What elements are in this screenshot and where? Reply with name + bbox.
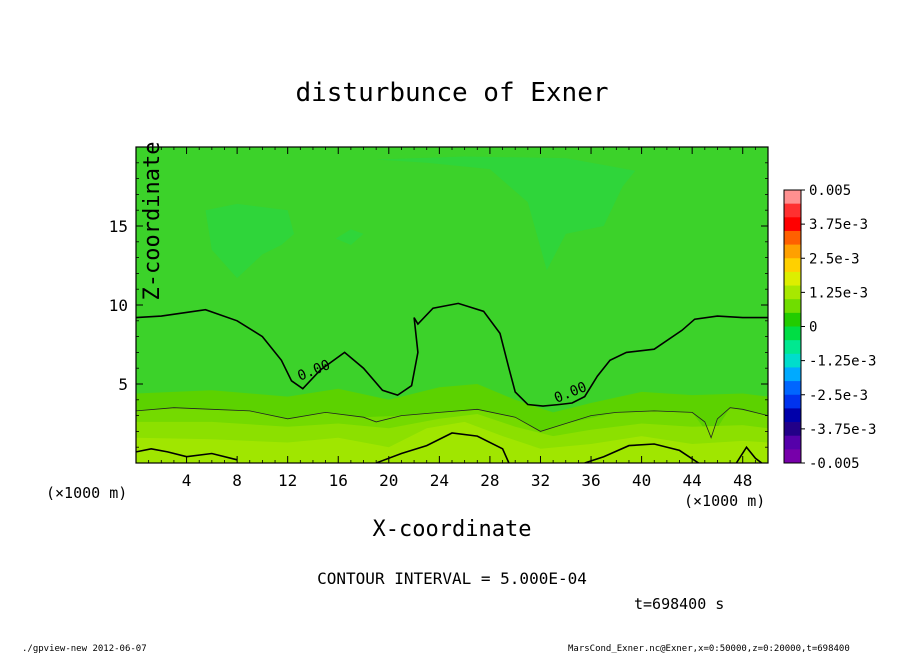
colorbar-swatch xyxy=(784,271,801,286)
colorbar-swatch xyxy=(784,217,801,232)
colorbar-swatch xyxy=(784,408,801,423)
bottom-contour-line-3 xyxy=(735,445,763,463)
y-axis-unit: (×1000 m) xyxy=(46,484,127,502)
footer-left-note: ./gpview-new 2012-06-07 xyxy=(22,644,147,654)
x-tick-label: 24 xyxy=(430,471,449,490)
x-tick-label: 32 xyxy=(531,471,550,490)
colorbar-label: 0.005 xyxy=(809,183,851,199)
x-tick-label: 8 xyxy=(232,471,242,490)
bottom-contour-line-0 xyxy=(136,447,238,461)
inner-contour-line xyxy=(136,407,768,439)
chart-title: disturbunce of Exner xyxy=(295,78,608,108)
y-axis-ticks: 5 10 15 xyxy=(109,162,768,448)
colorbar-label: -0.005 xyxy=(809,456,860,472)
y-tick-label: 15 xyxy=(109,217,128,236)
colorbar-swatch xyxy=(784,367,801,382)
colorbar-swatch xyxy=(784,381,801,396)
contour-lines xyxy=(136,302,768,463)
colorbar-swatch xyxy=(784,203,801,218)
colorbar-swatch xyxy=(784,244,801,259)
footer-right-note: MarsCond_Exner.nc@Exner,x=0:50000,z=0:20… xyxy=(568,644,850,654)
cool-region-0 xyxy=(376,156,636,271)
bottom-contour-line-1 xyxy=(375,432,510,463)
x-axis-ticks: 4 8 12 16 20 24 28 32 36 40 44 48 xyxy=(148,147,756,490)
colorbar-label: 2.5e-3 xyxy=(809,251,860,267)
colorbar-swatch xyxy=(784,422,801,437)
x-axis-unit: (×1000 m) xyxy=(684,492,765,510)
colorbar-swatch xyxy=(784,230,801,245)
x-tick-label: 40 xyxy=(632,471,651,490)
filled-contours xyxy=(136,156,768,463)
colorbar-label: 1.25e-3 xyxy=(809,285,868,301)
x-tick-label: 16 xyxy=(329,471,348,490)
x-tick-label: 12 xyxy=(278,471,297,490)
colorbar-swatch xyxy=(784,285,801,300)
x-axis-label: X-coordinate xyxy=(373,517,532,542)
cool-region-1 xyxy=(205,203,294,279)
colorbar-swatch xyxy=(784,394,801,409)
y-axis-label: Z-coordinate xyxy=(140,142,165,301)
colorbar-label: 0 xyxy=(809,320,817,336)
x-tick-label: 20 xyxy=(379,471,398,490)
colorbar-swatch xyxy=(784,340,801,355)
contour-interval-note: CONTOUR INTERVAL = 5.000E-04 xyxy=(317,569,587,588)
colorbar-swatch xyxy=(784,353,801,368)
time-label: t=698400 s xyxy=(634,595,724,613)
x-tick-label: 48 xyxy=(733,471,752,490)
colorbar-swatch xyxy=(784,258,801,273)
y-tick-label: 5 xyxy=(118,375,128,394)
colorbar-label: -1.25e-3 xyxy=(809,354,876,370)
colorbar-swatch xyxy=(784,435,801,450)
y-tick-label: 10 xyxy=(109,296,128,315)
colorbar-label: 3.75e-3 xyxy=(809,217,868,233)
colorbar-swatch xyxy=(784,449,801,464)
x-tick-label: 28 xyxy=(480,471,499,490)
colorbar-label: -3.75e-3 xyxy=(809,422,876,438)
x-tick-label: 44 xyxy=(683,471,702,490)
zero-contour-line xyxy=(136,302,768,407)
colorbar: 0.005 3.75e-3 2.5e-3 1.25e-3 0 -1.25e-3 -2.5e-… xyxy=(783,183,876,472)
colorbar-label: -2.5e-3 xyxy=(809,388,868,404)
colorbar-swatch xyxy=(784,299,801,314)
colorbar-swatch xyxy=(784,312,801,327)
colorbar-swatch xyxy=(784,326,801,341)
x-tick-label: 4 xyxy=(182,471,192,490)
colorbar-swatch xyxy=(784,190,801,205)
cool-region-2 xyxy=(335,229,364,245)
fill-band-3 xyxy=(136,421,768,463)
bottom-contour-line-2 xyxy=(584,443,699,463)
x-tick-label: 36 xyxy=(581,471,600,490)
